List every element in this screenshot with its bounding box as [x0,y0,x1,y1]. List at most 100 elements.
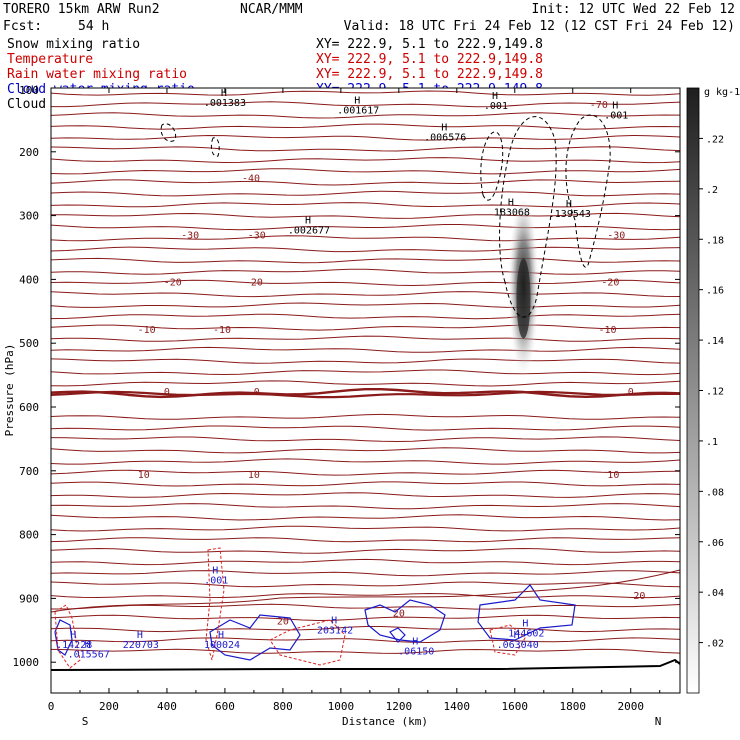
maximum-value-label: .001 [484,101,508,112]
isotherm-line [50,268,681,275]
maximum-marker: H [492,91,498,102]
isotherm-label: -10 [138,325,156,336]
isotherm-20-line [50,569,681,613]
maximum-marker: H [508,198,514,209]
isotherm-line [50,570,681,577]
valid-label: Valid: 18 UTC Fri 24 Feb 12 (12 CST Fri … [344,19,735,34]
maximum-value-label: .063040 [497,640,539,651]
cloud-ice-contour [499,116,557,318]
rain-contour [269,619,346,666]
fcst-label: Fcst: [3,19,42,34]
isotherm-line [50,581,681,588]
isotherm-label: -20 [164,277,182,288]
isotherm-label: -20 [245,277,263,288]
isotherm-line [50,202,681,208]
maximum-value-label: 1B3068 [494,208,530,219]
colorbar-label: .06 [706,538,724,549]
legend-name-1: Temperature [7,52,93,67]
y-tick-label: 600 [19,401,39,414]
y-tick-label: 300 [19,210,39,223]
plot-frame [50,87,681,694]
maximum-marker: H [218,630,224,641]
maximum-marker: H [522,619,528,630]
model-title: TORERO 15km ARW Run2 [3,2,160,17]
axes: 0 200 400 600 800 1000 1200 1400 1600 1800 2000200… [13,84,680,713]
colorbar-label: .2 [706,185,718,196]
colorbar: g kg-1 .22 .2 .18 .16 .14 .12 .1 .08 .06 .04 .02 [686,87,740,694]
legend-name-2: Rain water mixing ratio [7,67,187,82]
isotherm-label: 20 [277,617,289,628]
maximum-value-label: 144602 [508,629,544,640]
colorbar-ramp [686,87,700,694]
isotherm-line [50,447,681,454]
cloud-water-contour [54,619,73,656]
legend-xy-0: XY= 222.9, 5.1 to 222.9,149.8 [316,37,543,52]
isotherm-line [50,547,681,554]
isotherm-label: -30 [607,231,625,242]
maximum-value-label: .139543 [549,209,591,220]
isotherm-line [50,235,681,242]
isotherm-label: -10 [213,325,231,336]
x-tick-label: 1800 [560,700,587,713]
x-tick-label: 400 [157,700,177,713]
y-tick-label: 900 [19,592,39,605]
isotherm-line [50,592,681,599]
isotherm-line [50,90,681,96]
fcst-value: 54 h [78,19,109,34]
isotherm-line [50,390,681,399]
cloud-ice-contour [480,131,504,201]
isotherm-line [50,525,681,532]
colorbar-label: .1 [706,437,718,448]
isotherm-label: 10 [138,470,150,481]
cloud-water-contour [477,584,576,641]
colorbar-label: .18 [706,235,724,246]
isotherm-label: 10 [248,470,260,481]
isotherm-line [50,380,681,387]
legend-name-0: Snow mixing ratio [7,37,140,52]
isotherm-zero-line [50,388,681,399]
isotherm-label: 0 [164,387,170,398]
maximum-value-label: .001 [204,576,228,587]
cloud-ice-contours [160,114,611,318]
colorbar-label: .08 [706,487,724,498]
colorbar-label: .02 [706,639,724,650]
isotherm-line [50,313,681,320]
isotherm-line [50,436,681,443]
maximum-value-label: .006576 [424,132,466,143]
isotherm-line [51,101,681,108]
y-tick-label: 800 [19,529,39,542]
y-axis-title: Pressure (hPa) [3,344,16,437]
isotherm-label: -10 [599,325,617,336]
y-top-label: 100 [19,84,39,97]
isotherm-line [50,648,681,654]
maximum-marker: H [85,640,91,651]
isotherm-line [50,637,681,644]
isotherm-line [50,514,681,521]
maximum-marker: H [137,630,143,641]
cloud-ice-contour [160,123,177,142]
colorbar-label: .22 [706,134,724,145]
isotherm-label: -40 [242,173,260,184]
y-tick-label: 700 [19,465,39,478]
y-tick-label: 500 [19,337,39,350]
maximum-marker: H [354,96,360,107]
isotherm-label: -70 [590,100,608,111]
isotherm-label: 20 [633,591,645,602]
isotherm-line [50,481,681,487]
isotherm-line [50,537,681,543]
isotherm-line [50,291,681,298]
temperature-isotherms: -70 -40 -30 -30 -30 -20 -20 -20 -10 -10 -10 0 0 0 10 10… [50,90,681,654]
x-tick-label: 1400 [444,700,471,713]
isotherm-line [50,146,681,152]
isotherm-line [50,134,681,141]
plot-area: -70 -40 -30 -30 -30 -20 -20 -20 -10 -10 -10 0 0 0 10 10… [13,84,681,713]
snow-shading [507,200,540,391]
x-tick-label: 1000 [328,700,355,713]
isotherm-line [50,558,681,566]
rain-contour [489,624,526,656]
cloud-ice-contour [210,137,220,157]
isotherm-line [51,212,681,219]
isotherm-label: 10 [607,470,619,481]
isotherm-label: 20 [393,608,405,619]
